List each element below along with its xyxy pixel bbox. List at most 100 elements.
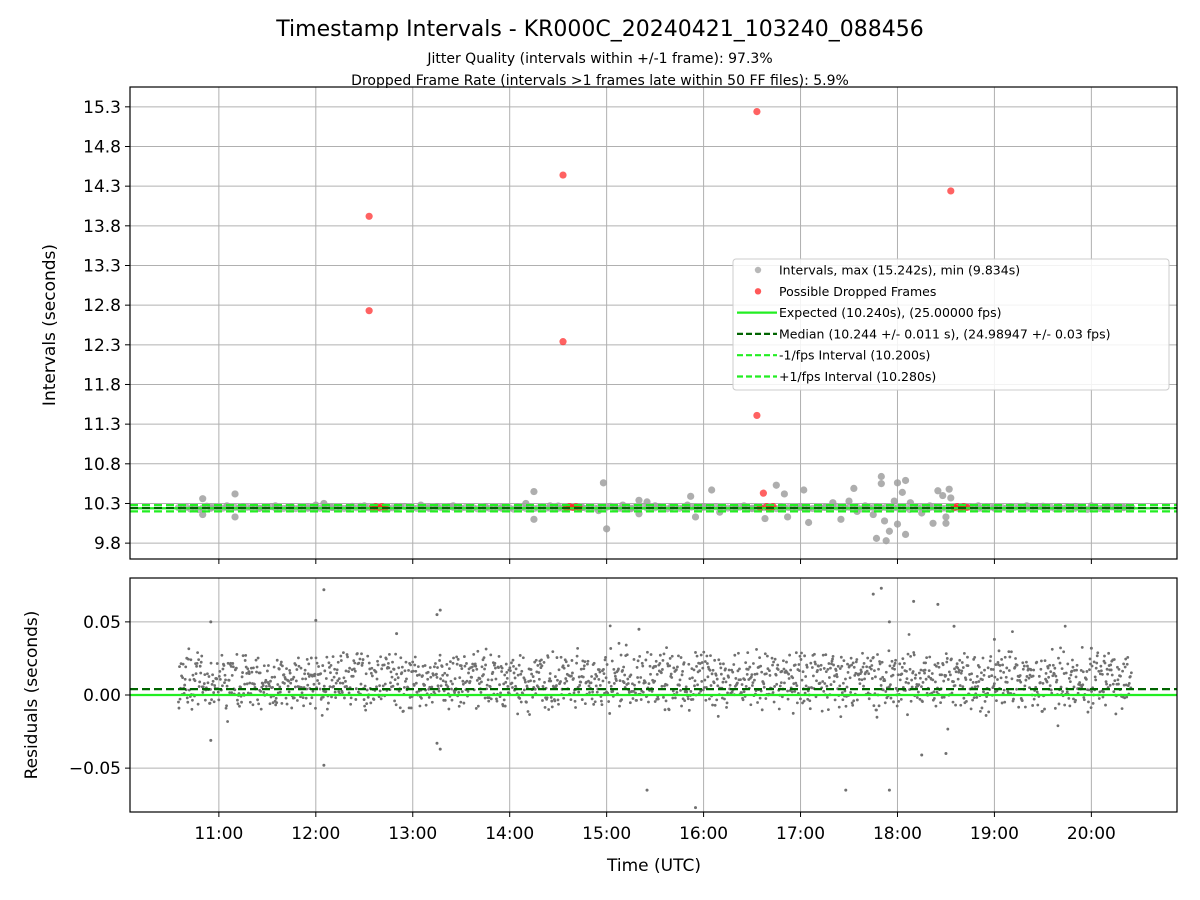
residual-point [912, 651, 916, 654]
residual-point [912, 653, 916, 657]
residual-point [836, 664, 840, 668]
residual-point [708, 668, 712, 672]
residual-point [999, 676, 1003, 680]
residual-point [1037, 674, 1041, 678]
residual-point [940, 696, 944, 699]
residual-point [588, 691, 591, 694]
residual-point [405, 677, 408, 681]
top-ytick-label: 11.3 [83, 415, 121, 435]
residual-point [490, 678, 494, 682]
residual-point [221, 667, 225, 671]
residual-point [768, 674, 772, 677]
residual-point [487, 699, 491, 703]
residual-point [977, 680, 981, 683]
residual-point [962, 651, 966, 655]
residual-point [644, 658, 648, 662]
residual-point [744, 661, 748, 665]
residual-point [248, 681, 252, 685]
residual-point [777, 707, 781, 711]
residual-point [680, 673, 684, 677]
residual-point [315, 661, 319, 665]
residual-point [1078, 681, 1082, 684]
residual-point [470, 675, 474, 679]
residual-point [494, 677, 498, 681]
residual-point [927, 675, 931, 679]
residual-point [225, 704, 228, 708]
residual-point [313, 672, 317, 676]
residual-point [759, 664, 763, 668]
residual-point [583, 660, 587, 664]
residual-point [1057, 702, 1061, 706]
residual-point [874, 675, 877, 679]
residual-point [846, 670, 850, 674]
residual-point [956, 666, 960, 670]
residual-point [875, 708, 878, 712]
residual-point [274, 703, 278, 707]
residual-point [952, 680, 955, 684]
residual-point [649, 653, 653, 656]
residual-point [501, 704, 505, 708]
residual-point [484, 647, 488, 651]
residual-point [451, 682, 454, 686]
dropped-frame-point [753, 411, 761, 420]
residual-point [199, 671, 203, 675]
residual-point [1025, 675, 1029, 678]
residual-point [709, 684, 713, 687]
residual-point [800, 651, 803, 655]
residual-point [329, 663, 333, 667]
residual-point [832, 680, 836, 683]
residual-point [842, 659, 846, 663]
interval-point [945, 485, 953, 493]
residual-point [877, 667, 880, 671]
residual-outlier-point [912, 599, 916, 603]
residual-point [755, 672, 759, 676]
residual-point [414, 681, 418, 685]
residual-point [459, 664, 463, 668]
residual-point [470, 665, 474, 669]
residual-point [510, 661, 513, 665]
residual-point [1082, 698, 1086, 702]
residual-point [201, 685, 205, 689]
residual-point [262, 664, 266, 668]
residual-point [867, 697, 871, 701]
residual-point [559, 655, 563, 659]
residual-point [178, 665, 181, 669]
residual-point [337, 690, 341, 693]
residual-point [314, 706, 317, 710]
residual-point [871, 655, 875, 659]
residual-point [394, 703, 398, 707]
residual-point [333, 690, 337, 694]
residual-point [229, 661, 233, 665]
residual-point [1010, 650, 1013, 654]
residual-point [935, 690, 939, 694]
residual-point [674, 668, 678, 672]
residual-point [612, 667, 616, 671]
residual-point [269, 695, 273, 699]
residual-point [354, 698, 358, 701]
bottom-ytick-label: 0.05 [83, 613, 121, 633]
residual-point [244, 653, 248, 657]
residual-point [467, 671, 470, 675]
residual-point [233, 688, 237, 692]
residual-point [522, 688, 526, 692]
residual-point [224, 706, 228, 710]
residual-point [620, 698, 623, 702]
residual-point [659, 671, 663, 675]
residual-point [391, 684, 395, 688]
residual-point [850, 663, 854, 667]
residual-point [965, 699, 968, 703]
residual-point [344, 679, 347, 683]
residual-point [601, 679, 605, 683]
residual-point [413, 663, 417, 667]
residual-point [824, 670, 828, 674]
legend-label: Median (10.244 +/- 0.011 s), (24.98947 +… [779, 326, 1110, 341]
residual-point [511, 658, 515, 662]
residual-point [804, 684, 808, 688]
residual-point [453, 677, 457, 681]
residual-point [304, 696, 308, 700]
residual-point [1068, 704, 1072, 708]
residual-point [504, 680, 508, 684]
residual-point [941, 663, 945, 667]
